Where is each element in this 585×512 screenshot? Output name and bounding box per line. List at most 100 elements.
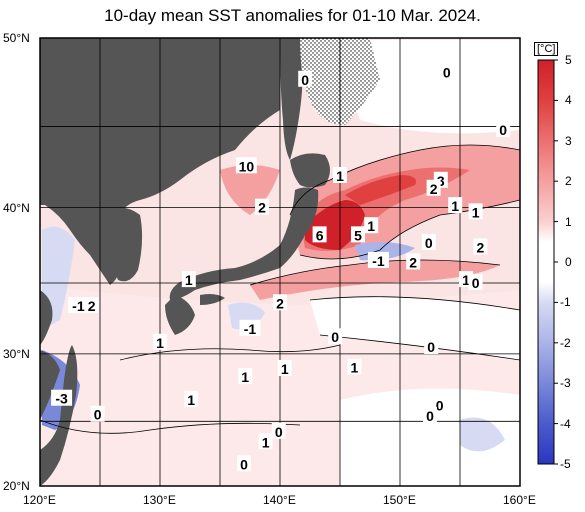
contour-label: 10 — [239, 158, 255, 174]
contour-label: -1 — [372, 253, 385, 269]
contour-label-bg — [238, 368, 253, 385]
contour-label-bg — [351, 226, 365, 243]
colorbar-tick-label: -2 — [560, 335, 571, 350]
contour-label: 0 — [426, 408, 434, 424]
colorbar-tick-label: -3 — [560, 376, 571, 391]
colorbar-tick-label: 2 — [565, 174, 572, 189]
colorbar-tick-marks — [554, 59, 558, 465]
graticule — [40, 38, 520, 486]
contour-label: 2 — [88, 298, 96, 314]
contour-label: 0 — [94, 407, 102, 423]
korean-peninsula — [100, 207, 143, 282]
contour-label-bg — [424, 337, 439, 354]
contour-label-bg — [448, 197, 463, 214]
contour-label: 1 — [336, 168, 344, 184]
shikoku — [200, 294, 225, 305]
contour-label-bg — [439, 63, 454, 80]
contour-label: -1 — [72, 298, 85, 314]
contour-label: 2 — [430, 181, 438, 197]
contour-label: 2 — [258, 200, 266, 216]
contour-label-bg — [421, 233, 436, 250]
colorbar-tick-label: 3 — [565, 133, 572, 148]
contour-label: 0 — [240, 456, 248, 472]
contour-label-bg — [255, 198, 269, 215]
contour-label-bg — [347, 358, 362, 375]
contour-label-bg — [298, 70, 313, 87]
contour-label-bg — [312, 226, 327, 243]
contour-label-bg — [423, 407, 437, 424]
colorbar-tick-label: 4 — [565, 93, 572, 108]
contour-label-bg — [181, 271, 196, 288]
sea-neutral-band — [310, 296, 520, 360]
contour-label: 2 — [477, 239, 485, 255]
contour-label: 0 — [427, 339, 435, 355]
contour-label: 0 — [331, 329, 339, 345]
contour-label-bg — [67, 297, 89, 314]
map-frame — [39, 37, 521, 487]
latitude-label: 30°N — [3, 346, 30, 361]
map-title: 10-day mean SST anomalies for 01-10 Mar.… — [104, 6, 481, 25]
contour-label-bg — [90, 405, 105, 422]
sea-okhotsk — [330, 40, 520, 134]
colorbar-tick-label: -4 — [560, 416, 571, 431]
china-coast — [40, 290, 53, 345]
contour-label: 1 — [156, 335, 164, 351]
contour-label: 1 — [472, 204, 480, 220]
contour-label: 6 — [316, 227, 324, 243]
contour-label: 0 — [443, 65, 451, 81]
contour-label-bg — [153, 333, 167, 350]
colorbar-unit: [°C] — [534, 42, 559, 56]
contour-label: 5 — [354, 227, 362, 243]
contour-label: 1 — [462, 272, 470, 288]
colorbar-tick-label: 5 — [565, 53, 572, 67]
honshu — [169, 187, 319, 300]
contour-label: 1 — [367, 218, 375, 234]
contour-label: 2 — [276, 295, 284, 311]
contour-label-bg — [235, 157, 257, 174]
colorbar — [537, 59, 555, 465]
contour-label-bg — [426, 179, 441, 196]
contour-label-bg — [237, 455, 251, 472]
taiwan-fujian-coast — [40, 345, 78, 486]
colorbar-tick-label: 0 — [565, 255, 572, 269]
contour-label-bg — [51, 389, 73, 406]
contour-label-bg — [468, 274, 483, 291]
contour-label: 2 — [409, 254, 417, 270]
contour-label: 1 — [185, 272, 193, 288]
contour-label: 1 — [451, 198, 459, 214]
contour-label: 1 — [241, 369, 249, 385]
colorbar-tick-label: -1 — [560, 295, 571, 310]
contour-label: 1 — [187, 392, 195, 408]
contour-label-bg — [239, 319, 261, 336]
sea-neutral-south — [340, 388, 520, 486]
contour-label: 0 — [275, 424, 283, 440]
contour-label: 0 — [472, 275, 480, 291]
warm-core-4 — [345, 175, 416, 205]
contour-label-bg — [367, 251, 389, 268]
contour-label-bg — [406, 253, 421, 270]
warm-band-kuroshio — [250, 260, 500, 300]
contour-label-bg — [273, 294, 287, 311]
contour-label-bg — [333, 166, 347, 183]
latitude-label: 40°N — [3, 200, 30, 215]
contour-label-bg — [328, 328, 343, 345]
longitude-label: 120°E — [23, 493, 56, 507]
contour-label-bg — [258, 433, 273, 450]
contour-label: 1 — [351, 360, 359, 376]
colorbar-tick-label: -5 — [560, 457, 571, 471]
contour-label: 1 — [281, 361, 289, 377]
contour-lines — [40, 144, 520, 434]
contour-label-bg — [277, 359, 292, 376]
kyushu — [165, 295, 195, 335]
contour-label: 0 — [436, 397, 444, 413]
contour-label-bg — [364, 217, 379, 234]
warm-japan-sea — [220, 165, 280, 215]
contour-label: -3 — [55, 391, 68, 407]
longitude-label: 150°E — [383, 493, 416, 507]
colorbar-tick-label: 1 — [565, 214, 572, 229]
contour-label-bg — [473, 238, 488, 255]
contour-label: -1 — [244, 321, 257, 337]
